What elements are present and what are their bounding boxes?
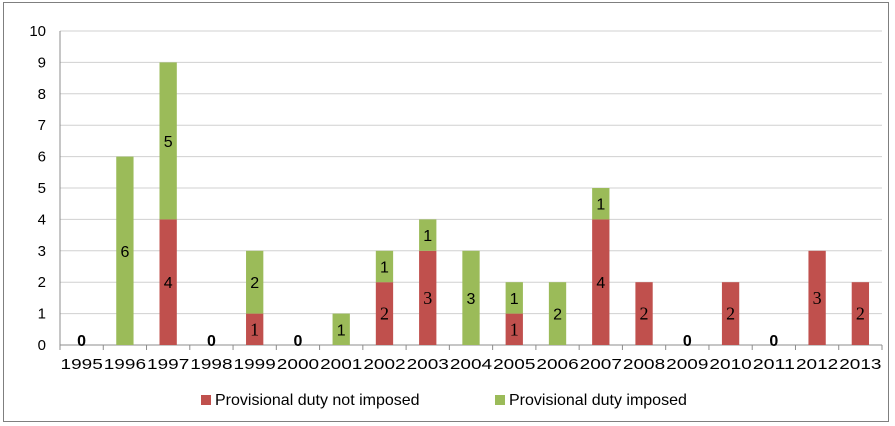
data-label: 1 xyxy=(423,228,432,245)
x-tick-label: 2004 xyxy=(450,356,492,373)
bar-imposed-1997 xyxy=(159,62,177,220)
data-label: 6 xyxy=(120,244,129,261)
data-label: 2 xyxy=(856,304,865,324)
bar-imposed-2006 xyxy=(548,282,567,345)
bar-not-imposed-1999 xyxy=(246,313,264,345)
bar-not-imposed-2003 xyxy=(419,250,437,345)
legend-swatch-imposed xyxy=(495,395,505,405)
bar-not-imposed-2013 xyxy=(851,282,870,345)
bar-not-imposed-2012 xyxy=(808,250,826,345)
data-label: 1 xyxy=(596,197,605,214)
data-label: 2 xyxy=(250,275,259,292)
y-tick-label: 8 xyxy=(38,86,46,103)
data-label: 1 xyxy=(510,319,519,339)
bar-not-imposed-2007 xyxy=(592,219,610,345)
x-tick-label: 2012 xyxy=(796,356,838,373)
x-tick-label: 1996 xyxy=(104,356,146,373)
y-tick-label: 0 xyxy=(38,337,46,354)
zero-data-label: 0 xyxy=(683,333,692,350)
x-tick-label: 2011 xyxy=(753,356,795,373)
x-tick-label: 2010 xyxy=(709,356,751,373)
x-tick-label: 2002 xyxy=(363,356,405,373)
x-tick-label: 2013 xyxy=(839,356,881,373)
x-tick-label: 1997 xyxy=(147,356,189,373)
data-label: 1 xyxy=(250,319,259,339)
y-tick-label: 2 xyxy=(38,274,46,291)
zero-data-label: 0 xyxy=(77,333,86,350)
x-tick-label: 2001 xyxy=(320,356,362,373)
x-tick-label: 1998 xyxy=(190,356,232,373)
y-tick-label: 3 xyxy=(38,243,46,260)
chart-frame xyxy=(3,2,889,422)
bar-imposed-2001 xyxy=(332,313,350,345)
data-label: 3 xyxy=(467,291,476,308)
data-label: 3 xyxy=(423,288,432,308)
x-tick-label: 2003 xyxy=(407,356,449,373)
bar-not-imposed-2010 xyxy=(721,282,740,345)
bar-imposed-2004 xyxy=(462,250,480,345)
data-label: 2 xyxy=(640,304,649,324)
x-tick-label: 1999 xyxy=(234,356,276,373)
data-label: 2 xyxy=(380,304,389,324)
data-label: 1 xyxy=(510,291,519,308)
data-label: 4 xyxy=(596,275,605,292)
data-label: 2 xyxy=(726,304,735,324)
y-tick-label: 10 xyxy=(29,23,46,40)
x-tick-label: 2005 xyxy=(493,356,535,373)
bar-imposed-1996 xyxy=(116,156,134,345)
data-label: 1 xyxy=(380,260,389,277)
zero-data-label: 0 xyxy=(769,333,778,350)
bar-imposed-2002 xyxy=(375,250,394,283)
y-tick-label: 1 xyxy=(38,306,46,323)
legend-label-imposed: Provisional duty imposed xyxy=(509,392,687,409)
legend-swatch-not-imposed xyxy=(201,395,211,405)
bar-imposed-2005 xyxy=(505,282,523,314)
bar-imposed-1999 xyxy=(246,250,264,314)
legend-label-not-imposed: Provisional duty not imposed xyxy=(215,392,420,409)
x-tick-label: 1995 xyxy=(61,356,103,373)
data-label: 1 xyxy=(337,322,346,339)
zero-data-label: 0 xyxy=(207,333,216,350)
data-label: 3 xyxy=(813,288,822,308)
y-tick-label: 4 xyxy=(38,211,46,228)
y-tick-label: 6 xyxy=(38,149,46,166)
x-tick-label: 2009 xyxy=(666,356,708,373)
bar-imposed-2007 xyxy=(592,188,610,220)
bar-imposed-2003 xyxy=(419,219,437,251)
y-tick-label: 9 xyxy=(38,54,46,71)
data-label: 4 xyxy=(164,275,173,292)
bar-not-imposed-2008 xyxy=(635,282,653,345)
x-tick-label: 2006 xyxy=(536,356,578,373)
y-tick-label: 7 xyxy=(38,117,46,134)
zero-data-label: 0 xyxy=(293,333,302,350)
data-label: 2 xyxy=(553,307,562,324)
bar-not-imposed-1997 xyxy=(159,219,177,345)
x-tick-label: 2007 xyxy=(580,356,622,373)
bar-not-imposed-2002 xyxy=(375,282,394,345)
y-tick-label: 5 xyxy=(38,180,46,197)
x-tick-label: 2008 xyxy=(623,356,665,373)
x-tick-label: 2000 xyxy=(277,356,319,373)
data-label: 5 xyxy=(164,134,173,151)
bar-not-imposed-2005 xyxy=(505,313,523,345)
